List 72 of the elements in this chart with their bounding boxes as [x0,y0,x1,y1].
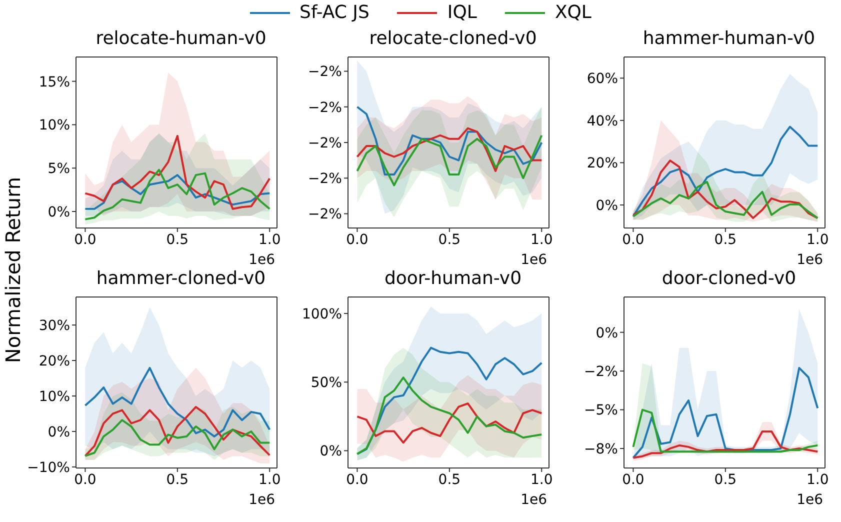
line-series [632,430,819,459]
chart-title: hammer-cloned-v0 [95,268,267,289]
y-tick-label: 15% [38,74,70,90]
y-tick-label: 40% [586,113,618,130]
x-tick-label: 0.5 [438,472,461,488]
y-tick-label: 0% [596,198,618,214]
y-tick-label: 10% [38,388,70,405]
line-series [356,134,543,186]
x-tick-label: 0.5 [166,232,189,248]
y-tick-label: −10% [27,460,70,476]
chart-title: hammer-human-v0 [642,28,816,49]
y-tick-label: −8% [584,441,618,458]
line-series [356,402,543,444]
chart-title: relocate-cloned-v0 [368,28,538,49]
x-tick-label: 0.0 [346,472,368,488]
x-tick-label: 1.0 [530,232,553,248]
y-tick-label: 20% [586,156,618,172]
y-tick-label: 0% [320,444,342,460]
line-series [632,408,819,453]
x-tick-label: 1.0 [806,232,829,248]
x-tick-label: 0.0 [346,232,368,248]
x-tick-label: 0.5 [166,472,189,488]
x-axis-title: 1e6 [796,252,824,268]
y-tick-label: 5% [48,161,70,178]
y-tick-label: 10% [38,118,70,134]
y-tick-label: 30% [38,318,70,334]
line-series [632,180,819,220]
y-axis-title: Normalized Return [1,176,25,364]
x-tick-label: 0.0 [74,232,96,248]
line-series [356,127,543,172]
x-axis-title: 1e6 [796,492,824,508]
y-tick-label: −2% [308,100,342,116]
legend-label: IQL [447,2,477,23]
x-axis-title: 1e6 [520,252,548,268]
chart-title: door-cloned-v0 [660,268,798,289]
x-tick-label: 1.0 [258,232,281,248]
y-tick-label: −2% [308,171,342,188]
line-series [84,366,271,438]
x-axis-title: 1e6 [520,492,548,508]
line-series [84,419,271,457]
y-tick-label: −2% [308,64,342,80]
x-tick-label: 0.0 [622,472,644,488]
y-tick-label: 100% [302,306,342,322]
legend-label: Sf-AC JS [300,2,370,23]
x-axis-title: 1e6 [248,492,276,508]
x-tick-label: 1.0 [806,472,829,488]
y-tick-label: −2% [308,206,342,223]
line-series [632,160,819,220]
y-tick-label: 0% [48,204,70,220]
x-axis-title: 1e6 [248,252,276,268]
y-tick-label: −2% [308,135,342,152]
x-tick-label: 0.5 [714,232,737,248]
y-tick-label: 0% [596,325,618,342]
x-tick-label: 0.5 [438,232,461,248]
y-tick-label: −2% [584,364,618,380]
x-tick-label: 1.0 [530,472,553,488]
chart-title: relocate-human-v0 [94,28,268,49]
line-series [84,168,271,220]
x-tick-label: 0.5 [714,472,737,488]
x-tick-label: 0.0 [74,472,96,488]
x-tick-label: 1.0 [258,472,281,488]
legend-label: XQL [554,2,592,23]
y-tick-label: −5% [584,402,618,419]
line-series [84,174,271,210]
chart-title: door-human-v0 [383,268,523,289]
y-tick-label: 0% [48,424,70,440]
y-tick-label: 20% [38,353,70,370]
line-series [84,406,271,457]
x-tick-label: 0.0 [622,232,644,248]
y-tick-label: 50% [310,375,342,392]
line-series [356,106,543,176]
y-tick-label: 60% [586,71,618,88]
